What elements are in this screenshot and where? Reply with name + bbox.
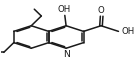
Text: OH: OH [58,5,71,14]
Text: OH: OH [121,27,135,36]
Text: N: N [63,50,70,59]
Text: O: O [98,6,104,15]
